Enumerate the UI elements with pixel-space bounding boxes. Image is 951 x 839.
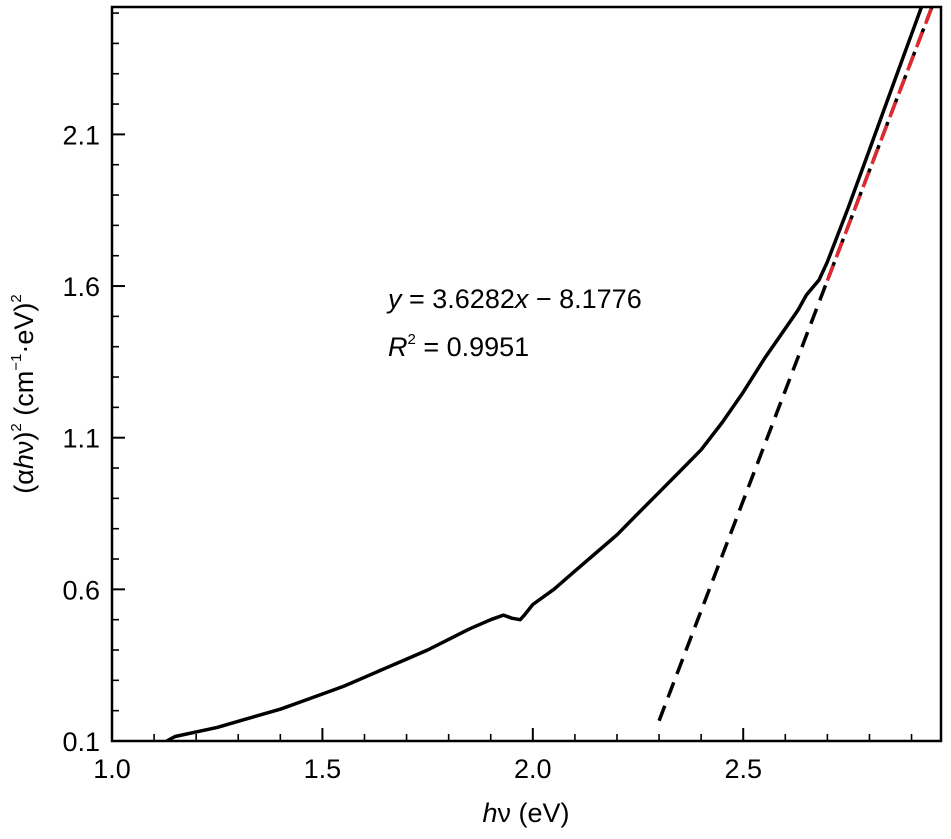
- x-tick-label: 2.5: [724, 754, 762, 784]
- fit-equation-annotation: y = 3.6282x − 8.1776: [386, 284, 642, 314]
- x-axis-title: hν (eV): [482, 798, 569, 828]
- data-curve: [165, 7, 924, 741]
- y-tick-label: 0.6: [62, 575, 100, 605]
- linear-fit-line: [657, 7, 934, 722]
- y-axis-title: (αhν)2 (cm−1·eV)2: [8, 294, 39, 493]
- fit-range-highlight: [825, 7, 934, 282]
- r-squared-annotation: R2 = 0.9951: [388, 331, 529, 362]
- x-tick-label: 2.0: [514, 754, 552, 784]
- plot-area-frame: [110, 5, 943, 743]
- series-layer: [165, 7, 934, 741]
- x-tick-label: 1.0: [93, 754, 131, 784]
- y-tick-label: 2.1: [62, 120, 100, 150]
- axis-ticks: 1.0 1.5 2.0 2.5 0.1 0.6 1.1 1.6 2.1: [62, 12, 913, 784]
- y-tick-label: 1.1: [62, 424, 100, 454]
- y-tick-label: 0.1: [62, 727, 100, 757]
- x-tick-label: 1.5: [304, 754, 342, 784]
- y-tick-label: 1.6: [62, 272, 100, 302]
